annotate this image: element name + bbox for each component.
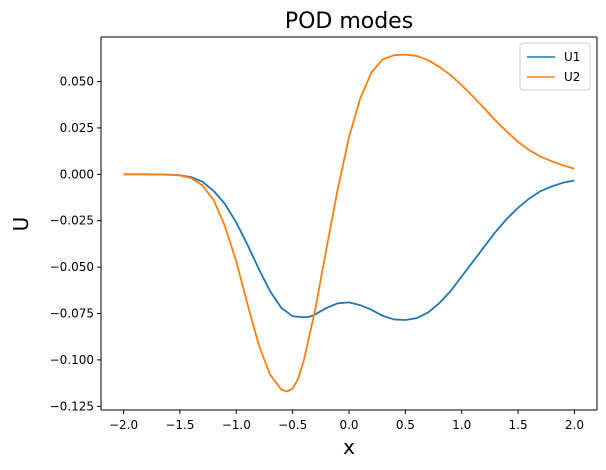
x-tick-label: 2.0 — [565, 418, 584, 432]
y-tick-label: −0.075 — [50, 307, 94, 321]
x-axis-label: x — [343, 435, 355, 459]
x-tick-label: 1.0 — [452, 418, 471, 432]
y-tick-label: −0.100 — [50, 353, 94, 367]
series-lines — [123, 53, 575, 393]
legend-label-u1: U1 — [564, 50, 580, 64]
legend: U1 U2 — [519, 42, 591, 91]
y-tick-label: −0.050 — [50, 260, 94, 274]
y-tick-label: 0.025 — [60, 121, 94, 135]
plot-area — [101, 37, 597, 410]
x-tick-label: 1.5 — [509, 418, 528, 432]
x-tick-label: −1.0 — [222, 418, 251, 432]
x-tick-label: −2.0 — [109, 418, 138, 432]
x-tick-label: −1.5 — [165, 418, 194, 432]
y-tick-label: 0.050 — [60, 75, 94, 89]
chart-title: POD modes — [285, 9, 413, 34]
y-axis-label: U — [9, 217, 33, 232]
y-axis-ticks: −0.125 −0.100 −0.075 −0.050 −0.025 0.000 0.025… — [50, 75, 101, 413]
y-tick-label: −0.125 — [50, 399, 94, 413]
series-line-u2 — [123, 53, 575, 393]
y-tick-label: 0.000 — [60, 167, 94, 181]
x-tick-label: 0.5 — [396, 418, 415, 432]
x-tick-label: 0.0 — [339, 418, 358, 432]
x-tick-label: −0.5 — [278, 418, 307, 432]
legend-box — [519, 42, 591, 91]
legend-label-u2: U2 — [564, 70, 580, 84]
y-tick-label: −0.025 — [50, 214, 94, 228]
series-line-u1 — [123, 173, 575, 321]
x-axis-ticks: −2.0 −1.5 −1.0 −0.5 0.0 0.5 1.0 1.5 2.0 — [109, 410, 584, 432]
